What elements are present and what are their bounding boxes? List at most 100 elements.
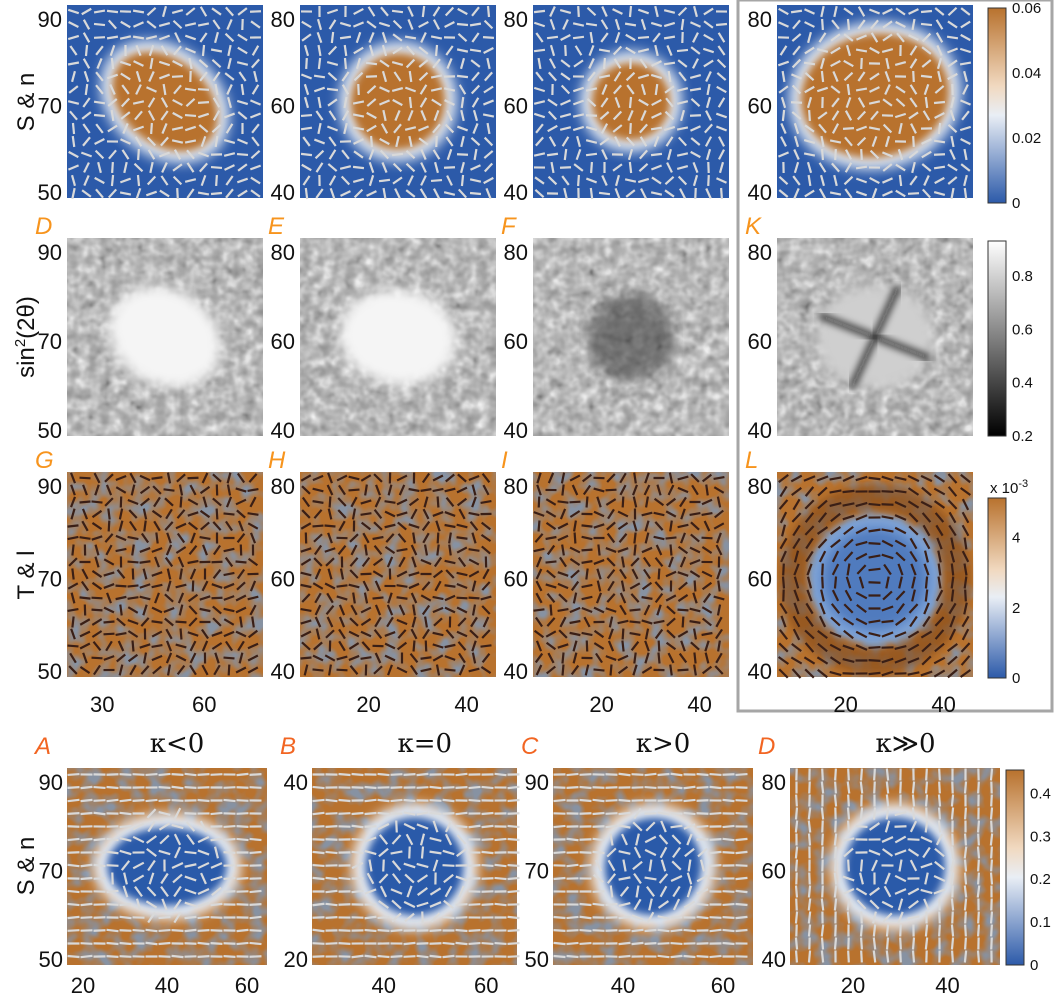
y-tick-label: 60 [748,329,772,354]
colorbar [987,240,1007,437]
colorbar [1005,769,1025,966]
heatmap-panel [67,238,263,436]
colorbar-tick-label: 4 [1012,530,1020,547]
y-tick-label: 60 [271,567,295,592]
y-tick-label: 80 [271,7,295,32]
y-tick-label: 90 [525,770,549,795]
y-tick-label: 70 [38,94,62,119]
x-tick-label: 20 [589,692,613,717]
heatmap-panel [533,238,729,436]
colorbar-tick-label: 0.4 [1012,375,1033,392]
panel-title: κ=0 [397,729,452,759]
colorbar-tick-label: 0.2 [1030,871,1051,888]
y-tick-label: 60 [504,94,528,119]
y-tick-label: 70 [39,859,63,884]
y-tick-label: 70 [38,329,62,354]
y-tick-label: 40 [271,418,295,443]
x-tick-label: 40 [155,973,179,994]
x-tick-label: 40 [611,973,635,994]
y-tick-label: 90 [38,7,62,32]
x-tick-label: 40 [931,692,955,717]
y-tick-label: 20 [284,947,308,972]
colorbar-tick-label: 0 [1012,195,1020,212]
y-tick-label: 40 [284,770,308,795]
x-tick-label: 60 [192,692,216,717]
y-tick-label: 50 [525,947,549,972]
highlight-frame [736,0,1054,713]
x-tick-label: 60 [711,973,735,994]
colorbar [987,497,1007,679]
y-tick-label: 50 [38,418,62,443]
panel-letter: D [35,213,52,240]
y-tick-label: 40 [762,947,786,972]
panel-letter: D [758,733,775,760]
y-tick-label: 60 [271,329,295,354]
y-tick-label: 60 [504,567,528,592]
y-tick-label: 50 [38,180,62,205]
panel-letter: B [280,733,296,760]
heatmap-panel [777,238,973,436]
y-tick-label: 40 [271,659,295,684]
y-tick-label: 40 [748,180,772,205]
x-tick-label: 20 [833,692,857,717]
panel-letter: F [501,213,517,240]
x-tick-label: 30 [90,692,114,717]
heatmap-panel [67,768,267,965]
y-tick-label: 60 [504,329,528,354]
colorbar-tick-label: 0.3 [1030,828,1051,845]
heatmap-panel [790,768,1000,965]
row-label: T & l [13,551,40,600]
y-tick-label: 40 [748,418,772,443]
y-tick-label: 50 [38,659,62,684]
y-tick-label: 80 [504,474,528,499]
heatmap-panel [300,472,496,677]
heatmap-panel [67,472,263,677]
x-tick-label: 20 [356,692,380,717]
colorbar-tick-label: 0.04 [1012,65,1041,82]
heatmap-panel [777,472,973,679]
panel-letter: I [501,447,508,474]
y-tick-label: 90 [39,770,63,795]
panel-title: κ<0 [150,729,205,759]
y-tick-label: 60 [748,94,772,119]
y-tick-label: 70 [38,567,62,592]
heatmap-panel [300,238,496,436]
y-tick-label: 40 [504,180,528,205]
colorbar-tick-label: 0.8 [1012,268,1033,285]
y-tick-label: 40 [504,418,528,443]
y-tick-label: 80 [762,770,786,795]
x-tick-label: 60 [235,973,259,994]
y-tick-label: 80 [748,474,772,499]
panel-letter: C [521,733,539,760]
x-tick-label: 20 [71,973,95,994]
y-tick-label: 70 [525,859,549,884]
row-label: S & n [13,73,40,132]
y-tick-label: 60 [271,94,295,119]
heatmap-panel [533,5,729,200]
panel-title: κ≫0 [875,729,935,759]
colorbar-tick-label: 0.06 [1012,0,1041,17]
y-tick-label: 40 [748,659,772,684]
x-tick-label: 40 [687,692,711,717]
colorbar [987,7,1007,204]
x-tick-label: 20 [841,973,865,994]
y-tick-label: 50 [39,947,63,972]
x-tick-label: 60 [474,973,498,994]
x-tick-label: 40 [372,973,396,994]
colorbar-tick-label: 0.02 [1012,130,1041,147]
heatmap-panel [300,5,496,200]
panel-letter: K [745,213,762,240]
y-tick-label: 80 [504,7,528,32]
panel-letter: L [745,447,758,474]
panel-title: κ>0 [636,729,691,759]
colorbar-tick-label: 0 [1030,957,1038,974]
y-tick-label: 80 [748,7,772,32]
colorbar-tick-label: 0.4 [1030,785,1051,802]
y-tick-label: 80 [271,474,295,499]
y-tick-label: 40 [271,180,295,205]
panel-letter: E [268,213,285,240]
row-label: sin2(2θ) [12,296,40,378]
y-tick-label: 60 [762,859,786,884]
colorbar-tick-label: 0 [1012,670,1020,687]
heatmap-panel [67,5,263,200]
